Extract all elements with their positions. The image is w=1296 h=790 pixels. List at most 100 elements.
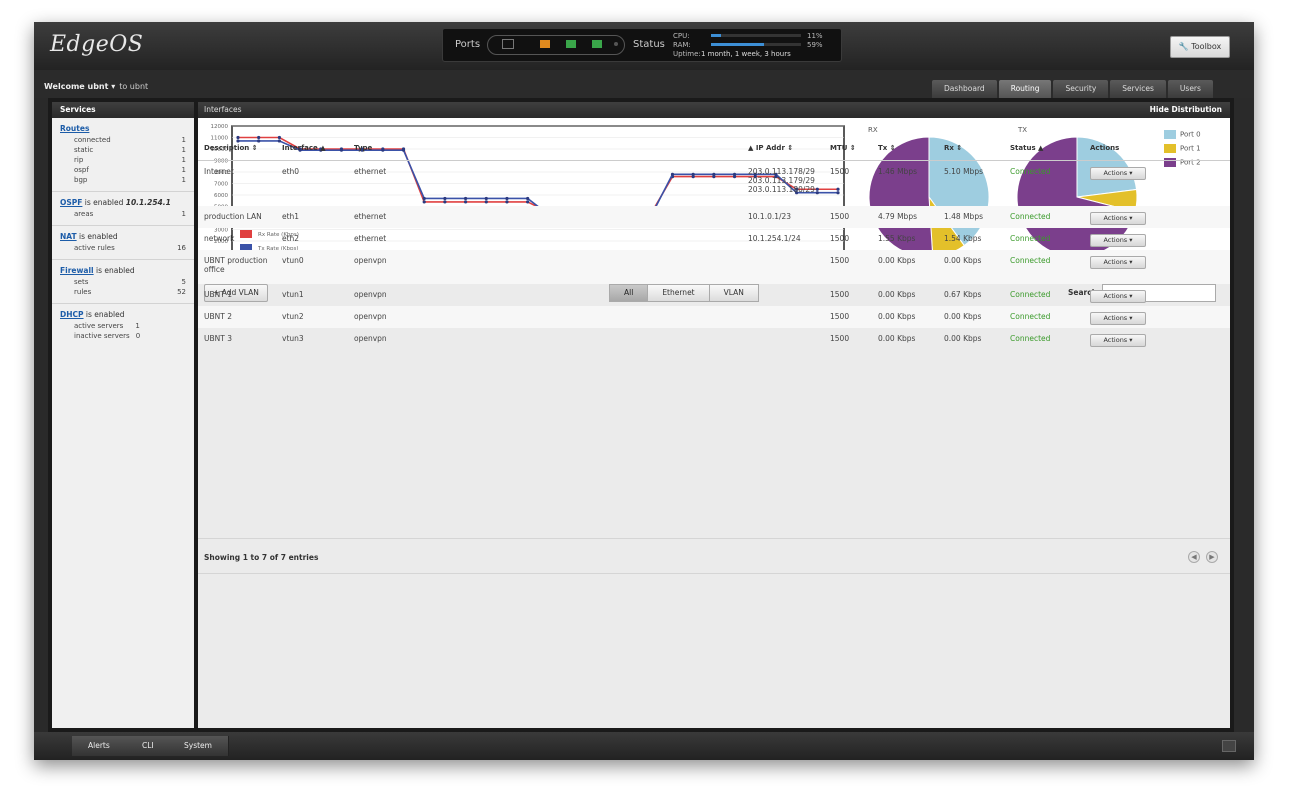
welcome-user[interactable]: Welcome ubnt ▾ <box>44 82 116 91</box>
status-text: Connected <box>1010 334 1051 343</box>
col-type[interactable]: Type <box>348 136 742 161</box>
port-3-icon[interactable] <box>614 42 618 46</box>
data-point <box>422 200 426 204</box>
data-point <box>836 191 840 195</box>
y-tick-label: 0 <box>225 262 229 268</box>
ports-indicator[interactable] <box>487 35 625 55</box>
data-point <box>567 210 571 214</box>
status-text: Connected <box>1010 312 1051 321</box>
data-point <box>774 172 778 176</box>
nat-section: NAT is enabled active rules 16 <box>52 226 194 260</box>
ospf-link[interactable]: OSPF <box>60 198 83 207</box>
add-vlan-button[interactable]: + Add VLAN <box>204 284 268 302</box>
data-point <box>670 172 675 176</box>
cpu-bar <box>711 34 801 37</box>
edgeos-logo: EdgeOS <box>50 32 144 57</box>
data-point <box>629 210 633 214</box>
actions-button[interactable]: Actions ▾ <box>1090 212 1146 225</box>
tab-users[interactable]: Users <box>1167 80 1213 98</box>
data-point <box>526 200 530 204</box>
toolbox-button[interactable]: 🔧 Toolbox <box>1170 36 1230 58</box>
status-text: Connected <box>1010 212 1051 221</box>
ram-bar-fill <box>711 43 765 46</box>
data-point <box>567 212 571 217</box>
cpu-label: CPU: <box>673 32 690 40</box>
y-tick-label: 12000 <box>211 124 229 130</box>
data-point <box>629 212 633 217</box>
cli-button[interactable]: CLI <box>126 736 171 756</box>
legend-swatch <box>1164 130 1176 139</box>
data-point <box>608 210 613 214</box>
col-status[interactable]: Status ▲ <box>1004 136 1084 161</box>
expand-icon[interactable] <box>1222 740 1236 752</box>
port-2-icon[interactable] <box>592 40 602 48</box>
data-point <box>443 200 447 204</box>
line-legend-swatch <box>240 230 252 238</box>
actions-button[interactable]: Actions ▾ <box>1090 234 1146 247</box>
table-row: UBNT 3 vtun3 openvpn 1500 0.00 Kbps 0.00 Kbp… <box>198 328 1230 350</box>
firewall-link[interactable]: Firewall <box>60 266 94 275</box>
dhcp-row: active servers 1 <box>74 322 140 330</box>
system-button[interactable]: System <box>168 736 229 756</box>
welcome-menu[interactable]: Welcome ubnt ▾ to ubnt <box>44 82 148 91</box>
cpu-bar-fill <box>711 34 721 37</box>
status-text: Connected <box>1010 256 1051 265</box>
actions-button[interactable]: Actions ▾ <box>1090 166 1146 180</box>
table-footer: Showing 1 to 7 of 7 entries ◀ ▶ <box>198 538 1230 574</box>
filter-vlan[interactable]: VLAN <box>708 284 759 302</box>
data-point <box>588 212 592 217</box>
data-point <box>588 210 592 214</box>
ospf-ip: 10.1.254.1 <box>125 198 171 207</box>
actions-button[interactable]: Actions ▾ <box>1090 290 1146 303</box>
tab-routing[interactable]: Routing <box>998 80 1052 98</box>
col-mtu[interactable]: MTU ⇕ <box>824 136 872 161</box>
y-tick-label: 3000 <box>214 228 228 234</box>
nat-link[interactable]: NAT <box>60 232 77 241</box>
data-point <box>526 196 530 201</box>
routes-section: Routes connected 1 static 1 rip 1 ospf 1 bgp… <box>52 118 194 192</box>
data-point <box>712 172 716 176</box>
table-row: UBNT 2 vtun2 openvpn 1500 0.00 Kbps 0.00 Kbp… <box>198 306 1230 328</box>
table-row: UBNT production office vtun0 openvpn 1500 0.… <box>198 250 1230 284</box>
routes-link[interactable]: Routes <box>60 124 90 133</box>
prev-page-icon[interactable]: ◀ <box>1188 551 1200 563</box>
alerts-button[interactable]: Alerts <box>72 736 127 756</box>
next-page-icon[interactable]: ▶ <box>1206 551 1218 563</box>
nav-bar: Welcome ubnt ▾ to ubnt Dashboard Routing … <box>34 70 1254 98</box>
y-tick-label: 7000 <box>214 182 228 188</box>
status-panel: Ports Status CPU: 11% RAM: 59% Uptime: 1… <box>442 28 842 62</box>
port-1-icon[interactable] <box>566 40 576 48</box>
tab-dashboard[interactable]: Dashboard <box>932 80 997 98</box>
y-tick-label: 1000 <box>214 251 228 257</box>
status-text: Connected <box>1010 166 1051 176</box>
ram-label: RAM: <box>673 41 691 49</box>
status-text: Connected <box>1010 290 1051 299</box>
actions-button[interactable]: Actions ▾ <box>1090 334 1146 347</box>
col-rx[interactable]: Rx ⇕ <box>938 136 1004 161</box>
y-tick-label: 9000 <box>214 159 228 165</box>
filter-ethernet[interactable]: Ethernet <box>647 284 710 302</box>
data-point <box>815 187 819 191</box>
actions-button[interactable]: Actions ▾ <box>1090 312 1146 325</box>
col-interface[interactable]: Interface ▲ <box>276 136 348 161</box>
data-point <box>463 200 468 204</box>
col-description[interactable]: Description ⇕ <box>198 136 276 161</box>
data-point <box>650 212 654 217</box>
status-text: Connected <box>1010 234 1051 243</box>
tab-security[interactable]: Security <box>1053 80 1109 98</box>
data-point <box>546 212 550 217</box>
dhcp-link[interactable]: DHCP <box>60 310 84 319</box>
tab-services[interactable]: Services <box>1110 80 1166 98</box>
y-tick-label: 4000 <box>214 216 228 222</box>
hide-distribution-link[interactable]: Hide Distribution <box>1149 105 1222 114</box>
table-row: Internet eth0 ethernet 203.0.113.178/29 203… <box>198 160 1230 206</box>
services-sidebar: Services Routes connected 1 static 1 rip 1 … <box>52 102 194 728</box>
actions-button[interactable]: Actions ▾ <box>1090 256 1146 269</box>
toolbox-label: Toolbox <box>1191 42 1222 51</box>
col-tx[interactable]: Tx ⇕ <box>872 136 938 161</box>
data-point <box>422 196 426 201</box>
data-point <box>753 172 757 176</box>
port-0-icon[interactable] <box>540 40 550 48</box>
data-point <box>505 196 509 201</box>
col-ip[interactable]: ▲ IP Addr ⇕ <box>742 136 824 161</box>
